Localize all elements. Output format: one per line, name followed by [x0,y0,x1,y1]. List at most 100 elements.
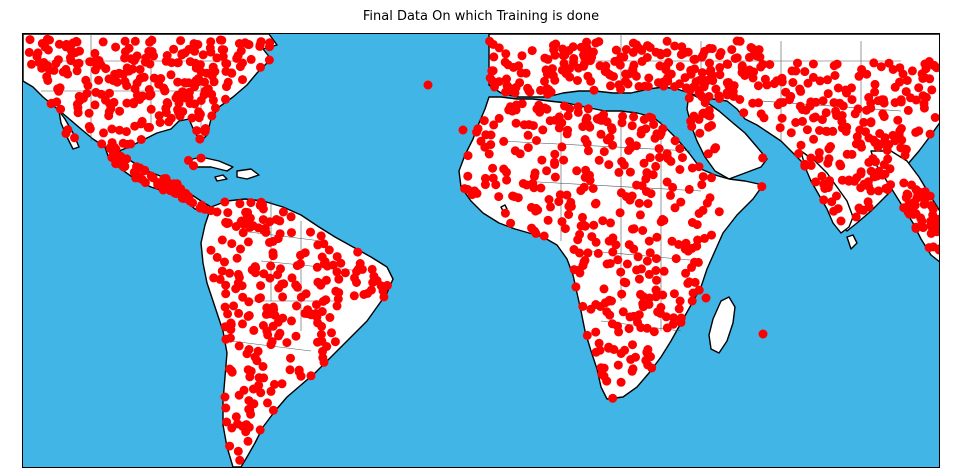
data-point [656,128,666,138]
data-point [340,268,350,278]
data-point [263,330,273,340]
data-point [542,166,552,176]
data-point [319,357,329,367]
data-point [621,45,631,54]
data-point [382,281,392,290]
data-point [105,143,115,153]
data-point [627,121,637,131]
data-point [321,275,331,285]
data-point [220,257,229,267]
data-point [698,172,708,182]
data-point [670,82,680,92]
data-point [423,80,433,90]
data-point [140,178,150,188]
data-point [129,167,139,177]
data-point [911,224,921,233]
data-point [122,81,132,91]
data-point [334,274,344,284]
data-point [643,82,653,91]
data-point [854,71,864,81]
data-point [85,124,95,134]
data-point [233,278,243,288]
data-point [176,36,186,46]
data-point [855,205,865,215]
data-point [196,153,206,163]
data-point [921,92,931,102]
data-point [624,240,634,250]
data-point [334,288,344,298]
data-point [132,90,142,100]
data-point [844,176,854,186]
data-point [903,105,913,115]
data-point [863,177,873,187]
data-point [758,329,768,339]
data-point [99,128,108,138]
data-point [748,98,758,108]
data-point [558,51,568,60]
data-point [318,296,328,306]
data-point [579,220,589,230]
data-point [605,310,615,320]
data-point [585,122,595,132]
data-point [825,176,834,186]
data-point [229,301,239,311]
data-point [806,161,816,170]
data-point [622,259,632,269]
data-point [332,301,342,311]
data-point [929,61,939,71]
data-point [576,186,586,196]
data-point [560,224,570,234]
data-point [659,77,669,87]
data-point [652,232,662,242]
data-point [266,261,276,271]
data-point [611,56,621,66]
data-point [265,38,275,48]
data-point [583,248,593,258]
data-point [868,154,878,164]
data-point [634,310,644,320]
data-point [244,396,254,406]
data-point [42,72,52,82]
data-point [63,69,73,79]
data-point [619,160,629,170]
data-point [207,111,217,121]
data-point [300,248,310,258]
data-point [707,173,716,183]
data-point [701,293,711,303]
data-point [905,209,914,219]
data-point [540,103,550,113]
data-point [818,96,828,106]
data-point [499,136,509,146]
data-point [694,114,704,124]
data-point [656,50,666,60]
data-point [502,167,511,177]
data-point [674,240,684,249]
data-point [278,207,288,217]
data-point [670,203,680,213]
data-point [287,316,296,326]
data-point [463,151,473,161]
data-point [864,93,874,102]
data-point [934,245,939,255]
data-point [543,54,553,64]
data-point [579,257,589,267]
data-point [644,73,654,83]
data-point [803,78,813,88]
data-point [684,277,694,287]
data-point [634,274,644,284]
data-point [184,44,194,54]
data-point [557,65,567,75]
data-point [550,149,560,159]
data-point [273,234,283,244]
data-point [235,62,245,72]
data-point [196,67,206,77]
data-point [928,218,938,228]
data-point [604,343,614,353]
data-point [480,142,490,152]
data-point [795,84,805,94]
data-point [852,173,862,183]
data-point [233,419,242,429]
data-point [243,39,253,49]
data-point [674,304,684,314]
data-point [798,105,807,115]
